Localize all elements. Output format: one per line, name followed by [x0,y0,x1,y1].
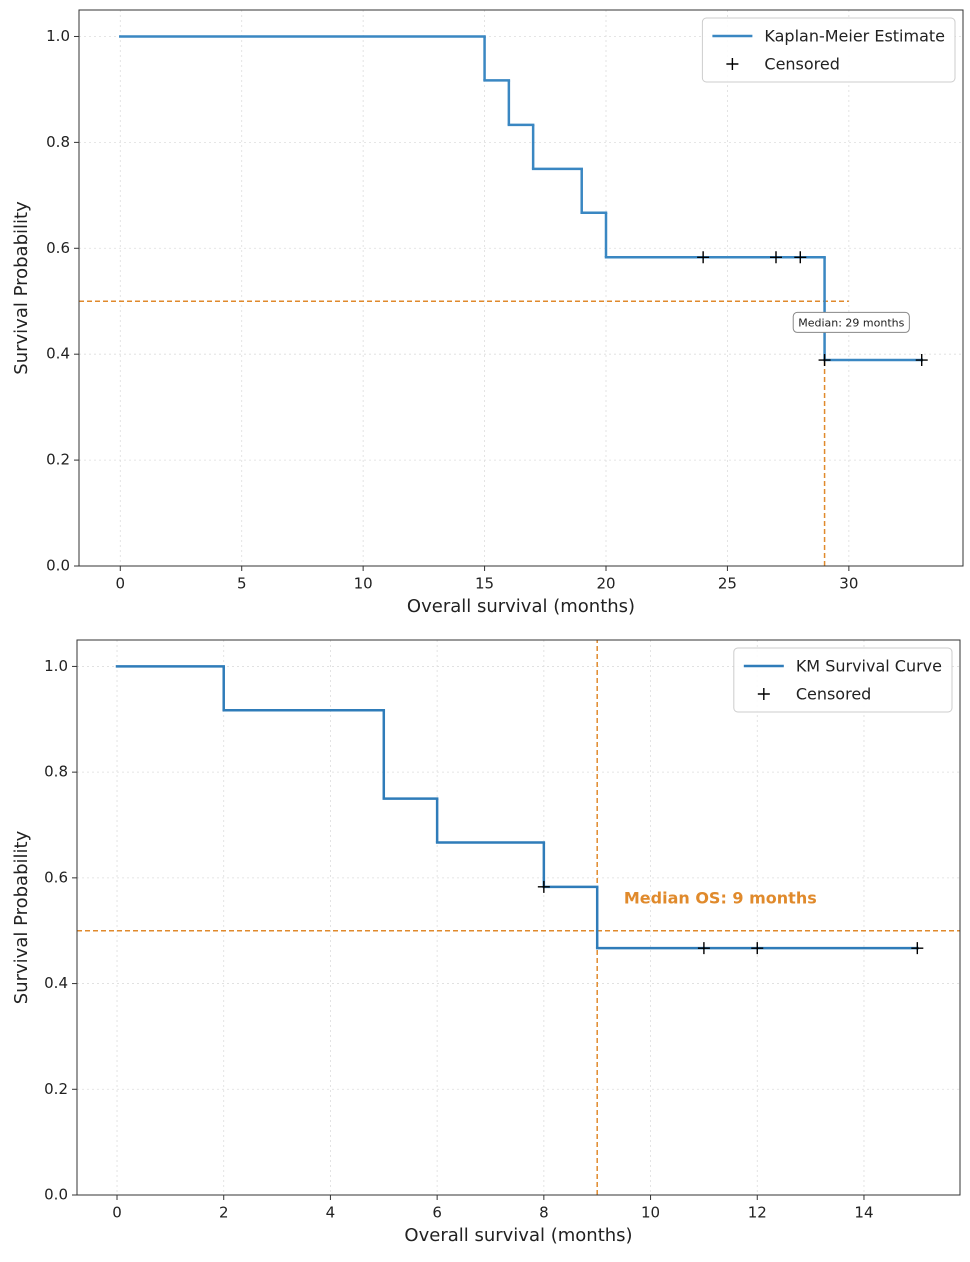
y-tick-label: 0.6 [46,239,70,257]
median-label: Median OS: 9 months [624,889,817,908]
legend: KM Survival Curve Censored [733,647,953,713]
legend-box [701,17,956,83]
y-tick-label: 1.0 [44,657,68,675]
median-label: Median: 29 months [798,316,904,329]
x-tick-label: 25 [718,575,737,593]
legend-label: Censored [796,685,872,704]
censor-mark [911,942,924,955]
y-tick-label: 0.2 [44,1080,68,1098]
x-axis-label: Overall survival (months) [404,1225,632,1246]
censor-mark [751,942,764,955]
x-tick-label: 2 [219,1204,229,1222]
censor-mark [818,354,831,367]
censor-mark [915,354,928,367]
y-tick-label: 0.0 [44,1186,68,1204]
censor-mark [770,251,782,264]
censor-mark [697,251,710,264]
legend-label: Kaplan-Meier Estimate [764,27,945,46]
y-axis-label: Survival Probability [11,830,32,1004]
legend-box [733,647,953,713]
median-label-box [792,311,910,333]
y-tick-label: 0.4 [44,974,68,992]
y-axis-label: Survival Probability [11,201,32,375]
x-tick-label: 20 [596,575,615,593]
legend-marker [726,58,739,70]
x-tick-label: 15 [475,575,494,593]
y-tick-label: 0.4 [46,345,70,363]
x-tick-label: 12 [748,1204,767,1222]
x-tick-label: 0 [116,575,126,593]
x-tick-label: 5 [237,575,247,593]
y-tick-label: 0.8 [44,763,68,781]
legend-label: Censored [764,55,840,74]
x-tick-label: 4 [326,1204,336,1222]
y-tick-label: 1.0 [46,27,70,45]
legend-label: KM Survival Curve [796,657,942,676]
y-tick-label: 0.0 [46,557,70,575]
x-tick-label: 14 [854,1204,873,1222]
axes-frame [76,639,961,1196]
y-tick-label: 0.8 [46,133,70,151]
x-tick-label: 6 [432,1204,442,1222]
x-tick-label: 0 [112,1204,122,1222]
x-tick-label: 10 [354,575,373,593]
x-axis-label: Overall survival (months) [407,596,635,617]
chart: 0 5 10 15 20 25 30 0.0 0.2 0.4 0.6 0.8 1.0 Median: 29… [11,9,964,617]
x-tick-label: 8 [539,1204,549,1222]
censor-mark [697,942,710,955]
censor-mark [537,880,550,893]
legend-marker [757,688,770,700]
y-tick-label: 0.2 [46,451,70,469]
axes-frame [78,9,964,567]
chart: 0 2 4 6 8 10 12 14 0.0 0.2 0.4 0.6 0.8 1.0 Median OS: … [11,639,961,1246]
x-tick-label: 30 [839,575,858,593]
x-tick-label: 10 [641,1204,660,1222]
censor-mark [794,251,807,264]
legend: Kaplan-Meier Estimate Censored [701,17,956,83]
y-tick-label: 0.6 [44,868,68,886]
